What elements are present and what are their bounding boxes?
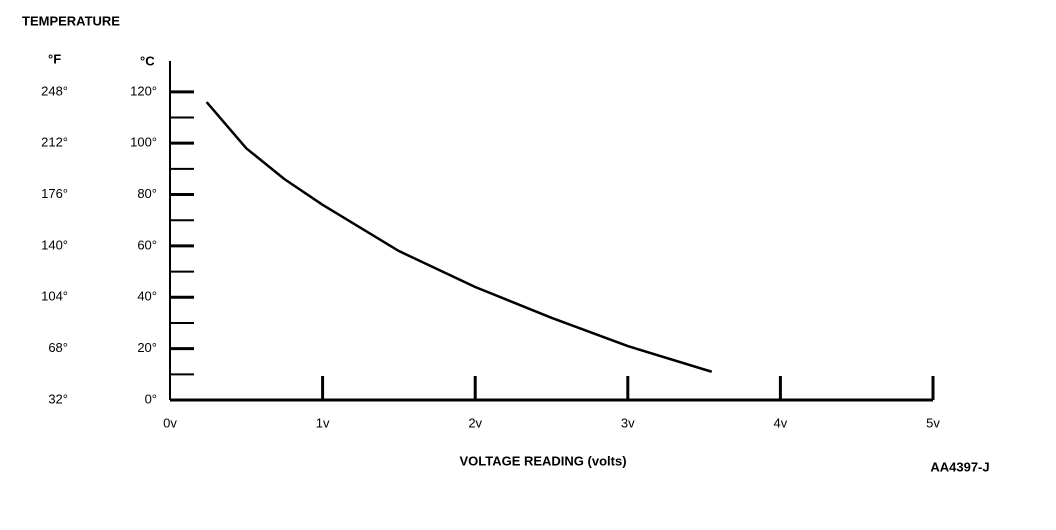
y-tick-label: 120° xyxy=(130,83,157,98)
x-tick-label: 0v xyxy=(163,415,177,430)
y2-tick-label: 212° xyxy=(41,135,68,150)
data-line xyxy=(205,101,713,373)
y2-tick-label: 248° xyxy=(41,83,68,98)
y-tick-label: 60° xyxy=(137,237,157,252)
y-tick-label: 0° xyxy=(145,391,157,406)
x-tick-label: 2v xyxy=(468,415,482,430)
y2-tick-label: 104° xyxy=(41,289,68,304)
y-tick-label: 40° xyxy=(137,289,157,304)
x-tick-label: 1v xyxy=(316,415,330,430)
y-tick-label: 100° xyxy=(130,135,157,150)
y2-tick-label: 68° xyxy=(48,340,68,355)
y2-tick-label: 32° xyxy=(48,391,68,406)
y2-axis-label: °F xyxy=(48,51,61,66)
x-tick-label: 5v xyxy=(926,415,940,430)
chart-title: TEMPERATURE xyxy=(22,13,120,28)
y-tick-label: 20° xyxy=(137,340,157,355)
figure-id: AA4397-J xyxy=(930,459,989,474)
y-axis-label: °C xyxy=(140,53,155,68)
x-tick-label: 4v xyxy=(774,415,788,430)
y2-tick-label: 176° xyxy=(41,186,68,201)
x-axis-label: VOLTAGE READING (volts) xyxy=(459,453,626,468)
x-tick-label: 3v xyxy=(621,415,635,430)
y2-tick-label: 140° xyxy=(41,237,68,252)
y-tick-label: 80° xyxy=(137,186,157,201)
